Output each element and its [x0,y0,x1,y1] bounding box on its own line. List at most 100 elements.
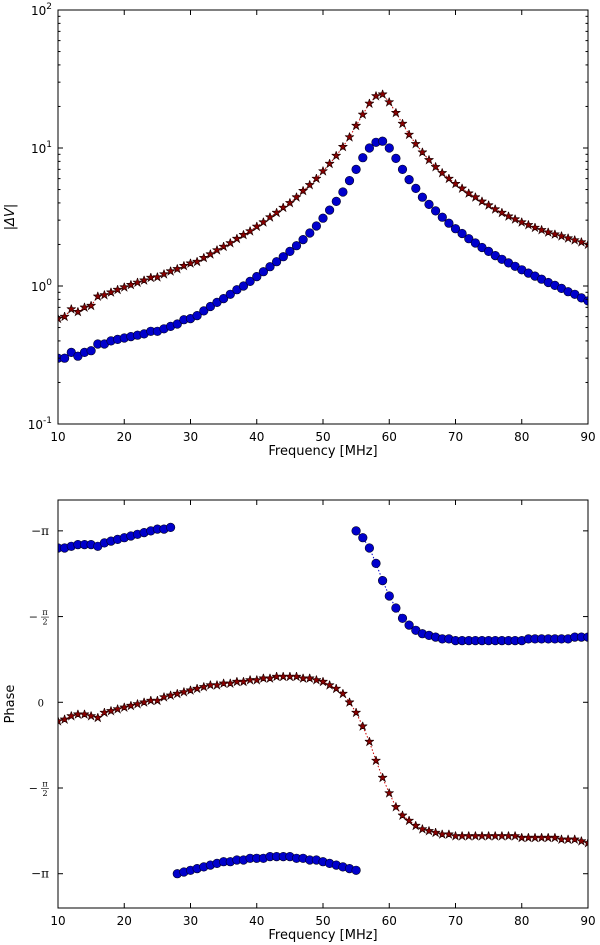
data-point [372,756,381,764]
data-point [358,153,368,163]
data-point [358,533,368,543]
data-point [292,672,301,680]
data-point [378,773,387,781]
data-point [517,218,526,226]
data-point [305,228,315,238]
data-point [351,865,361,875]
data-point [397,613,408,623]
data-point [246,675,255,683]
data-point [265,262,275,272]
x-tick-label: 50 [315,430,330,444]
data-point [146,273,155,281]
data-point [318,213,328,223]
svg-text:2: 2 [42,618,47,627]
data-point [225,289,235,299]
data-point [252,272,262,282]
data-point [491,831,500,839]
data-point [397,164,408,174]
data-point [285,246,295,256]
x-tick-label: 50 [315,914,330,928]
data-point [325,205,335,215]
data-point [279,672,288,680]
x-tick-label: 70 [448,430,463,444]
magnitude-chart: 10 20 30 40 50 60 70 80 90 10-1 100 101 102 Frequency… [3,2,596,459]
x-tick-label: 90 [580,914,595,928]
data-point [59,353,70,363]
data-point [358,110,367,118]
data-point [405,816,414,824]
data-point [291,241,302,251]
data-point [219,294,229,304]
y-tick-label: 102 [31,2,52,18]
data-point [364,543,375,553]
data-point [339,689,348,697]
data-point [351,164,361,174]
data-point [404,620,414,630]
svg-text:−: − [29,611,38,624]
data-point [484,246,494,256]
data-point [93,292,102,300]
data-point [470,238,481,248]
series-blue-circles [58,136,588,363]
data-point [378,575,388,586]
data-point [544,833,553,841]
data-point [464,831,473,839]
data-point [173,264,182,272]
data-point [352,121,361,129]
y-axis-label: |ΔV| [3,204,18,231]
data-point [60,715,69,723]
x-tick-label: 80 [514,914,529,928]
x-tick-label: 90 [580,430,595,444]
data-point [339,142,348,150]
data-point [166,522,176,533]
svg-text:π: π [42,780,47,789]
data-point [365,99,374,107]
plot-area [58,522,588,879]
data-point [266,213,275,221]
data-point [445,830,454,838]
data-point [437,212,447,222]
series-red-stars [58,90,588,323]
x-tick-label: 20 [117,914,132,928]
data-point [583,632,588,642]
y-tick-label: −π [31,867,49,881]
data-point [238,281,249,291]
data-point [404,175,414,185]
series-blue-circles-upper-left [58,522,176,553]
data-point [378,136,388,146]
svg-text:π: π [42,608,47,617]
x-tick-label: 70 [448,914,463,928]
data-point [392,802,401,810]
data-point [258,267,269,277]
data-point [431,206,441,216]
data-point [384,143,394,153]
data-point [305,674,314,682]
data-point [371,558,381,569]
data-point [193,257,202,265]
data-point [378,90,387,98]
data-point [153,273,162,281]
data-point [570,835,579,843]
data-point [305,180,314,188]
y-tick-label: 0 [38,698,44,709]
data-point [311,221,322,231]
data-point [457,228,467,239]
data-point [424,199,434,209]
data-point [385,789,394,797]
data-point [583,296,588,306]
data-point [391,603,401,613]
data-point [298,235,308,245]
data-point [172,319,182,329]
data-point [464,234,474,244]
y-tick-label: −π [31,524,49,538]
data-point [332,684,341,692]
data-point [245,276,255,287]
x-tick-label: 30 [183,430,198,444]
data-point [199,306,209,316]
data-point [192,311,202,321]
x-axis-label: Frequency [MHz] [268,444,377,459]
data-point [391,153,401,163]
x-tick-label: 30 [183,914,198,928]
data-point [398,119,407,127]
